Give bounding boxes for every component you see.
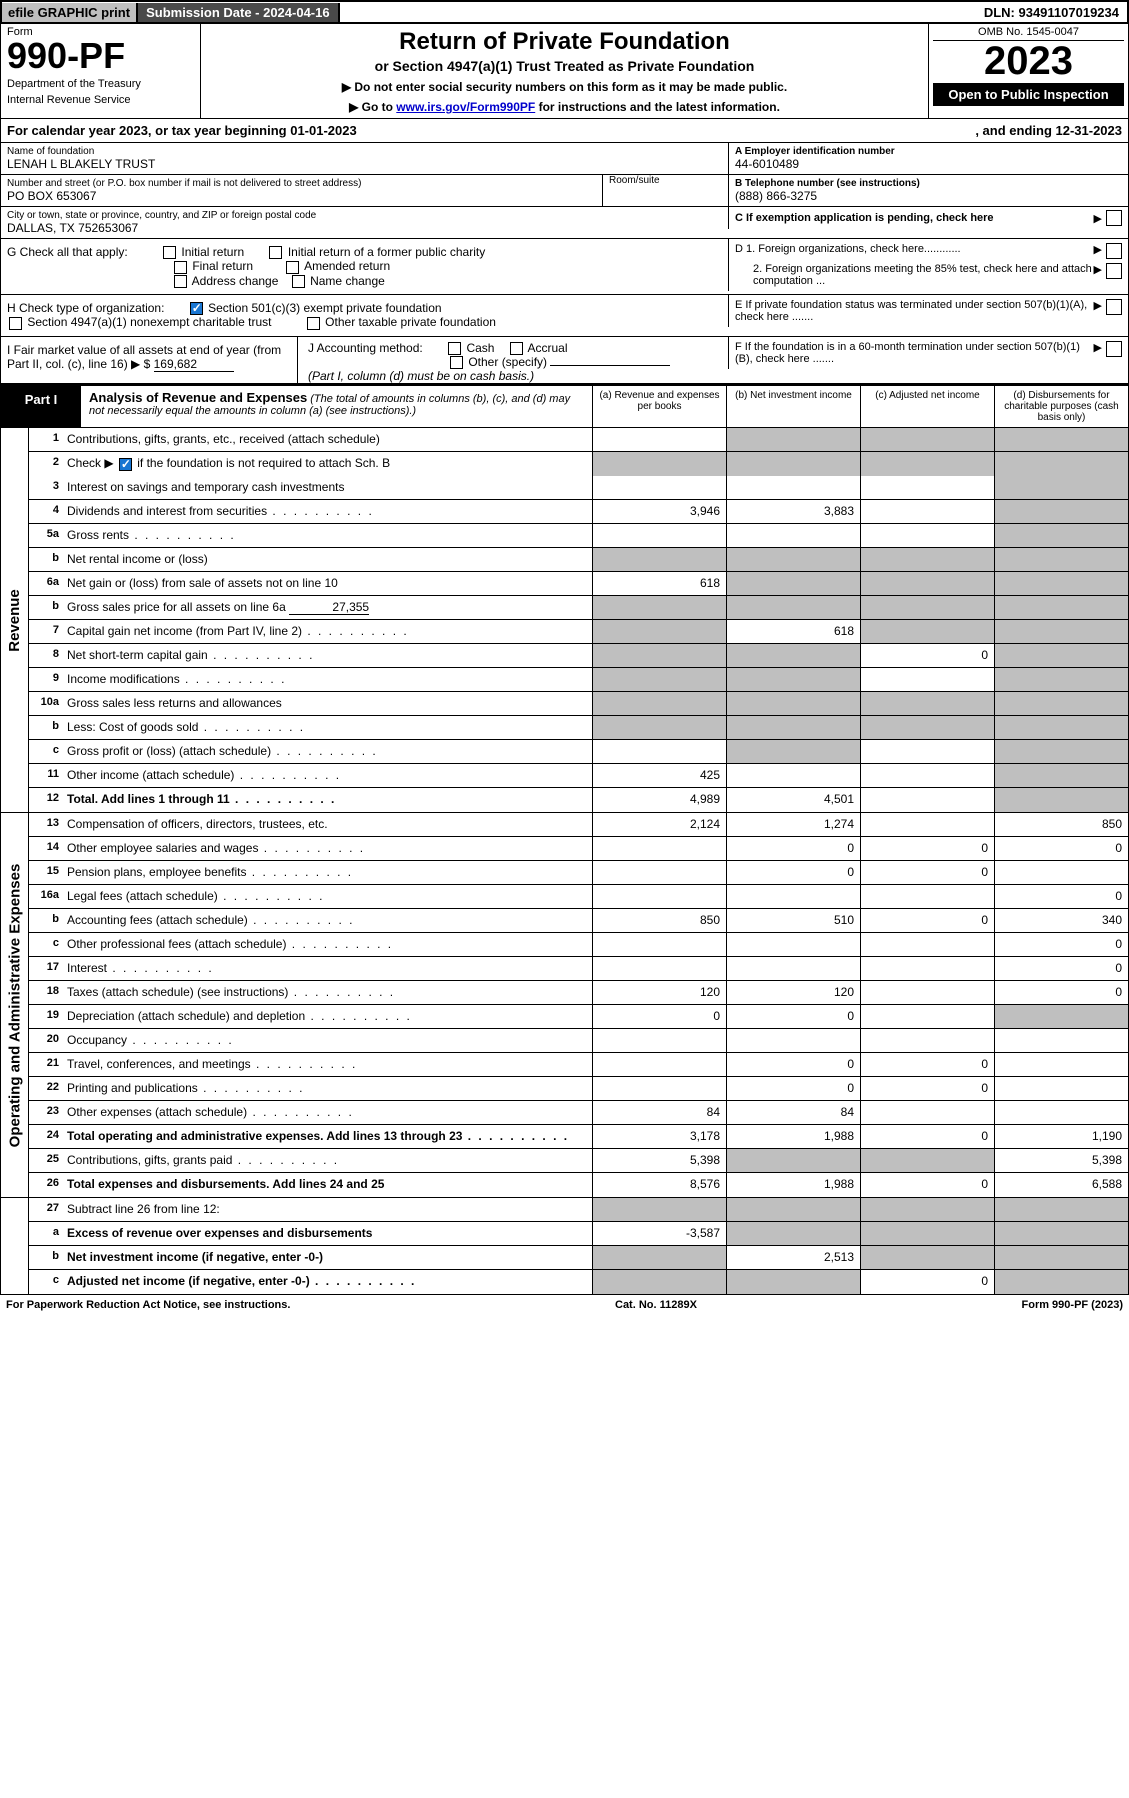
ein-value: 44-6010489 — [735, 157, 1122, 171]
f-label: F If the foundation is in a 60-month ter… — [735, 341, 1094, 365]
footer-mid: Cat. No. 11289X — [615, 1299, 697, 1311]
g-amended-checkbox[interactable] — [286, 261, 299, 274]
dln-number: DLN: 93491107019234 — [976, 3, 1127, 22]
g-initial-former-checkbox[interactable] — [269, 246, 282, 259]
form-number: 990-PF — [7, 38, 194, 74]
g-initial-return-checkbox[interactable] — [163, 246, 176, 259]
part1-header: Part I Analysis of Revenue and Expenses … — [0, 384, 1129, 428]
calendar-year-row: For calendar year 2023, or tax year begi… — [0, 119, 1129, 143]
part1-title: Analysis of Revenue and Expenses — [89, 390, 307, 405]
city-label: City or town, state or province, country… — [7, 210, 722, 221]
tel-label: B Telephone number (see instructions) — [735, 178, 1122, 189]
opex-grid: Operating and Administrative Expenses 13… — [0, 813, 1129, 1198]
revenue-grid: Revenue 1Contributions, gifts, grants, e… — [0, 428, 1129, 813]
j-accrual-checkbox[interactable] — [510, 342, 523, 355]
e-checkbox[interactable] — [1106, 299, 1122, 315]
calyear-begin: For calendar year 2023, or tax year begi… — [7, 123, 357, 138]
identification-block: Name of foundation LENAH L BLAKELY TRUST… — [0, 143, 1129, 239]
form-subtitle: or Section 4947(a)(1) Trust Treated as P… — [211, 58, 918, 74]
col-d-header: (d) Disbursements for charitable purpose… — [994, 386, 1128, 427]
check-row-ij: I Fair market value of all assets at end… — [0, 337, 1129, 385]
d1-label: D 1. Foreign organizations, check here..… — [735, 243, 1094, 259]
col-c-header: (c) Adjusted net income — [860, 386, 994, 427]
form-title: Return of Private Foundation — [211, 28, 918, 56]
h-501c3-checkbox[interactable] — [190, 302, 203, 315]
tel-value: (888) 866-3275 — [735, 189, 1122, 203]
line27-grid: 27Subtract line 26 from line 12: aExcess… — [0, 1198, 1129, 1295]
j-cash-checkbox[interactable] — [448, 342, 461, 355]
i-value: 169,682 — [154, 357, 234, 372]
g-label: G Check all that apply: — [7, 245, 128, 259]
ein-label: A Employer identification number — [735, 146, 1122, 157]
submission-date: Submission Date - 2024-04-16 — [138, 3, 340, 22]
page-footer: For Paperwork Reduction Act Notice, see … — [0, 1295, 1129, 1315]
dept-irs: Internal Revenue Service — [7, 94, 194, 106]
addr-label: Number and street (or P.O. box number if… — [7, 178, 602, 189]
check-row-g: G Check all that apply: Initial return I… — [0, 239, 1129, 295]
irs-link[interactable]: www.irs.gov/Form990PF — [396, 100, 535, 114]
topbar: efile GRAPHIC print Submission Date - 20… — [0, 0, 1129, 24]
form-note-link: ▶ Go to www.irs.gov/Form990PF for instru… — [211, 100, 918, 114]
tax-year: 2023 — [933, 41, 1124, 81]
i-label: I Fair market value of all assets at end… — [7, 343, 281, 371]
g-final-return-checkbox[interactable] — [174, 261, 187, 274]
room-label: Room/suite — [609, 175, 722, 186]
col-b-header: (b) Net investment income — [726, 386, 860, 427]
name-label: Name of foundation — [7, 146, 722, 157]
e-label: E If private foundation status was termi… — [735, 299, 1094, 323]
revenue-side-label: Revenue — [6, 589, 23, 652]
d2-label: 2. Foreign organizations meeting the 85%… — [735, 263, 1094, 287]
open-public-badge: Open to Public Inspection — [933, 83, 1124, 106]
efile-print-button[interactable]: efile GRAPHIC print — [2, 3, 138, 22]
g-name-change-checkbox[interactable] — [292, 275, 305, 288]
addr-value: PO BOX 653067 — [7, 189, 602, 203]
g-address-change-checkbox[interactable] — [174, 275, 187, 288]
f-checkbox[interactable] — [1106, 341, 1122, 357]
d2-checkbox[interactable] — [1106, 263, 1122, 279]
form-note-ssn: ▶ Do not enter social security numbers o… — [211, 80, 918, 94]
calyear-end: , and ending 12-31-2023 — [975, 123, 1122, 138]
h-other-taxable-checkbox[interactable] — [307, 317, 320, 330]
col-a-header: (a) Revenue and expenses per books — [592, 386, 726, 427]
footer-right: Form 990-PF (2023) — [1022, 1299, 1123, 1311]
j-other-checkbox[interactable] — [450, 356, 463, 369]
check-row-h: H Check type of organization: Section 50… — [0, 295, 1129, 337]
d1-checkbox[interactable] — [1106, 243, 1122, 259]
city-value: DALLAS, TX 752653067 — [7, 221, 722, 235]
j-label: J Accounting method: — [308, 341, 423, 355]
schb-checkbox[interactable] — [119, 458, 132, 471]
foundation-name: LENAH L BLAKELY TRUST — [7, 157, 722, 171]
c-exemption-label: C If exemption application is pending, c… — [735, 212, 1094, 224]
j-note: (Part I, column (d) must be on cash basi… — [308, 369, 718, 383]
form-header: Form 990-PF Department of the Treasury I… — [0, 24, 1129, 119]
dept-treasury: Department of the Treasury — [7, 78, 194, 90]
h-label: H Check type of organization: — [7, 301, 164, 315]
h-4947-checkbox[interactable] — [9, 317, 22, 330]
footer-left: For Paperwork Reduction Act Notice, see … — [6, 1299, 290, 1311]
part1-label: Part I — [1, 386, 81, 427]
c-checkbox[interactable] — [1106, 210, 1122, 226]
opex-side-label: Operating and Administrative Expenses — [6, 863, 23, 1147]
